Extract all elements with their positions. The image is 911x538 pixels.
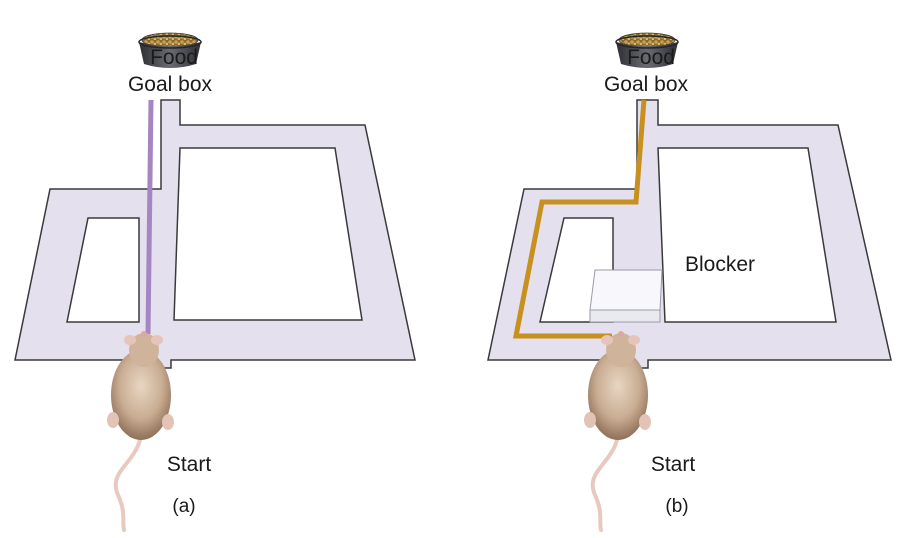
start-label-b: Start	[651, 453, 696, 476]
blocker-label: Blocker	[685, 253, 755, 276]
rat-icon	[107, 331, 174, 532]
blocker-box	[589, 269, 663, 323]
food-bowl-icon	[615, 32, 679, 68]
caption-b: (b)	[665, 496, 688, 517]
food-bowl-icon	[138, 32, 202, 68]
food-label-b: Food	[627, 46, 675, 69]
route-b	[512, 99, 647, 339]
food-label-a: Food	[150, 46, 198, 69]
goal-box-label-b: Goal box	[604, 73, 689, 96]
panel-a: Food Goal box Start (a)	[14, 32, 416, 532]
caption-a: (a)	[172, 496, 195, 517]
maze-a	[14, 99, 416, 369]
rat-icon	[584, 331, 651, 532]
route-a	[145, 99, 154, 335]
start-label-a: Start	[167, 453, 212, 476]
maze-b	[487, 99, 892, 369]
goal-box-label-a: Goal box	[128, 73, 213, 96]
panel-b: Blocker Food Goal box Start (b)	[487, 32, 892, 532]
